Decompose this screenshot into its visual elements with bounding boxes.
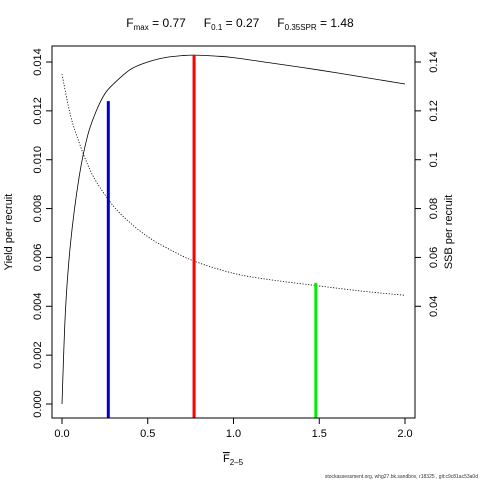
y-tick-label: 0.000 (32, 390, 44, 418)
x-label-symbol: F (223, 453, 230, 465)
yield-per-recruit-line (61, 54, 406, 405)
y-tick-label: 0.014 (32, 48, 44, 76)
y-tick-label: 0.002 (32, 341, 44, 369)
reference-points-title: Fmax = 0.77 F0.1 = 0.27 F0.35SPR = 1.48 (126, 16, 354, 32)
y2-tick-label: 0.1 (428, 152, 440, 167)
y2-tick-label: 0.04 (428, 296, 440, 317)
y-axis-left: 0.000 0.002 0.004 0.006 0.008 0.010 0.012 0.014 (32, 48, 53, 418)
ref-subscript: max (134, 23, 149, 32)
x-axis-label: F2–5 (223, 453, 244, 467)
x-axis: 0.0 0.5 1.0 1.5 2.0 (54, 417, 413, 440)
y2-tick-label: 0.14 (428, 51, 440, 72)
y-axis-label: Yield per recruit (3, 194, 15, 271)
ref-subscript: 0.1 (211, 23, 223, 32)
ref-symbol: F (204, 16, 211, 30)
y2-tick-label: 0.12 (428, 100, 440, 121)
x-axis-title: F2–5 (223, 453, 244, 467)
y-tick-label: 0.010 (32, 146, 44, 174)
y-tick-label: 0.006 (32, 244, 44, 272)
ref-symbol: F (277, 16, 284, 30)
ref-symbol: F (126, 16, 133, 30)
x-tick-label: 2.0 (397, 428, 412, 440)
x-tick-label: 0.5 (140, 428, 155, 440)
x-tick-label: 1.5 (312, 428, 327, 440)
y2-axis-label: SSB per recruit (443, 195, 455, 270)
ref-value: = 0.77 (149, 16, 186, 30)
plot-frame (51, 45, 416, 419)
chart-title: Fmax = 0.77 F0.1 = 0.27 F0.35SPR = 1.48 (126, 16, 354, 32)
y2-tick-label: 0.06 (428, 247, 440, 268)
ref-value: = 1.48 (317, 16, 354, 30)
y-tick-label: 0.012 (32, 97, 44, 125)
ssb-per-recruit-line (61, 74, 406, 296)
footer-text: stockassessment.org, whg27.bk.sandbox, r… (325, 474, 478, 480)
plot-area (61, 54, 406, 418)
y-axis-right: 0.04 0.06 0.08 0.1 0.12 0.14 (414, 51, 440, 317)
ref-subscript: 0.35SPR (285, 23, 317, 32)
y2-tick-label: 0.08 (428, 198, 440, 219)
x-tick-label: 0.0 (54, 428, 69, 440)
x-tick-label: 1.0 (226, 428, 241, 440)
x-label-subscript: 2–5 (230, 458, 244, 467)
y-tick-label: 0.004 (32, 293, 44, 321)
y-tick-label: 0.008 (32, 195, 44, 223)
ref-value: = 0.27 (222, 16, 259, 30)
